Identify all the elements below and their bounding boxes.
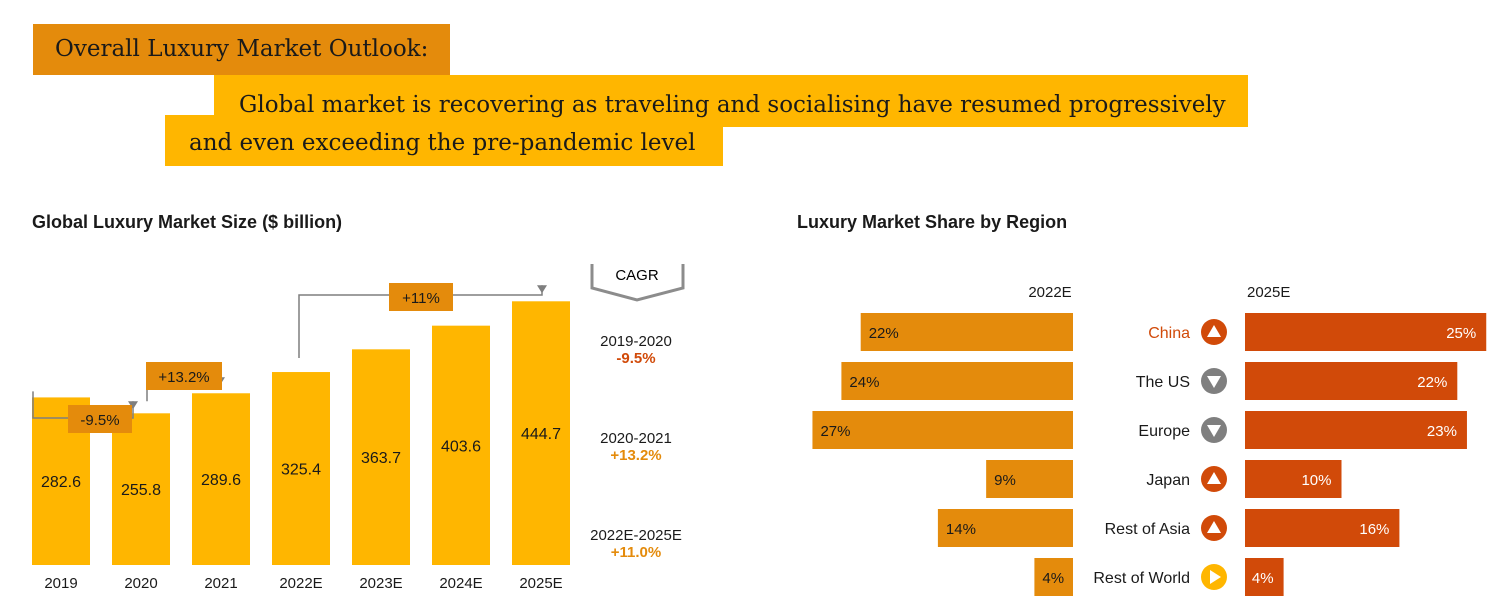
trend-up-icon-glyph [1207,325,1221,337]
x-tick-label: 2021 [204,575,237,592]
bar-value-label: 403.6 [441,438,481,455]
x-tick-label: 2024E [439,575,482,592]
cagr-value: +11.0% [610,544,662,561]
share-label-2025e: 22% [1417,374,1447,391]
cagr-item: 2020-2021 +13.2% [576,430,696,464]
share-label-2025e: 23% [1427,423,1457,440]
outlook-title-banner: Overall Luxury Market Outlook: [33,24,450,75]
share-bar-2025e [1245,558,1284,596]
bar-value-label: 444.7 [521,426,561,443]
share-bar-2022e [937,509,1073,547]
growth-badge [68,405,132,433]
bar-value-label: 282.6 [41,474,81,491]
trend-down-icon-glyph [1207,425,1221,437]
region-label: Rest of World [1093,570,1190,587]
share-label-2022e: 4% [1042,570,1064,587]
region-share-chart-title: Luxury Market Share by Region [797,212,1068,232]
bar-value-label: 289.6 [201,472,241,489]
series-header-2022e: 2022E [1028,284,1071,301]
cagr-item: 2022E-2025E +11.0% [576,527,696,561]
growth-badge-label: +11% [402,290,440,307]
growth-badge [389,283,453,311]
share-label-2025e: 10% [1301,472,1331,489]
share-bar-2022e [841,362,1073,400]
arrow-head [537,285,547,294]
growth-badge [146,362,222,390]
region-label: Japan [1146,472,1190,489]
share-bar-2025e [1245,460,1342,498]
region-label: Europe [1138,423,1190,440]
region-share-chart: 2022E 2025E 22% 25% China 24% 22% The US 27% 23% E… [812,284,1487,596]
cagr-period: 2019-2020 [600,333,672,350]
x-tick-label: 2019 [44,575,77,592]
region-label: China [1148,325,1190,342]
share-label-2022e: 27% [820,423,850,440]
market-size-bar [432,325,490,565]
cagr-item: 2019-2020 -9.5% [576,333,696,367]
x-tick-label: 2025E [519,575,562,592]
x-tick-label: 2020 [124,575,157,592]
arrow-head [128,401,138,410]
trend-up-icon-glyph [1207,521,1221,533]
share-bar-2025e [1245,509,1400,547]
x-tick-label: 2022E [279,575,322,592]
share-label-2022e: 9% [994,472,1016,489]
share-label-2025e: 4% [1252,570,1274,587]
cagr-period: 2020-2021 [600,430,672,447]
bar-value-label: 325.4 [281,462,321,479]
cagr-period: 2022E-2025E [590,527,682,544]
share-bar-2025e [1245,362,1458,400]
bar-value-label: 255.8 [121,482,161,499]
region-label: Rest of Asia [1105,521,1190,538]
market-size-chart: 282.6 2019 255.8 2020 289.6 2021 325.4 2022E 363… [32,283,570,592]
share-bar-2022e [986,460,1073,498]
market-size-bar [112,413,170,565]
cagr-value: +13.2% [610,447,662,464]
cagr-value: -9.5% [616,350,656,367]
market-size-bar [512,301,570,565]
market-size-chart-title: Global Luxury Market Size ($ billion) [32,212,343,232]
market-size-bar [352,349,410,565]
share-bar-2025e [1245,313,1487,351]
cagr-chevron [590,264,685,302]
trend-up-icon-glyph [1207,472,1221,484]
share-label-2025e: 25% [1446,325,1476,342]
growth-badge-label: -9.5% [80,412,119,429]
share-label-2025e: 16% [1359,521,1389,538]
market-size-bar [192,393,250,565]
share-bar-2022e [1034,558,1073,596]
x-tick-label: 2023E [359,575,402,592]
region-label: The US [1136,374,1190,391]
share-label-2022e: 14% [946,521,976,538]
share-label-2022e: 24% [849,374,879,391]
bar-value-label: 363.7 [361,450,401,467]
trend-flat-icon-glyph [1210,570,1221,584]
share-bar-2022e [860,313,1073,351]
subtitle-banner-bottom [165,115,723,166]
series-header-2025e: 2025E [1247,284,1290,301]
outlook-subtitle: Global market is recovering as traveling… [189,92,1226,156]
cagr-label: CAGR [615,267,659,284]
trend-down-icon-glyph [1207,376,1221,388]
share-bar-2025e [1245,411,1467,449]
outlook-title: Overall Luxury Market Outlook: [55,36,429,62]
share-bar-2022e [812,411,1073,449]
market-size-bar [272,372,330,565]
growth-badge-label: +13.2% [158,369,209,386]
share-label-2022e: 22% [869,325,899,342]
